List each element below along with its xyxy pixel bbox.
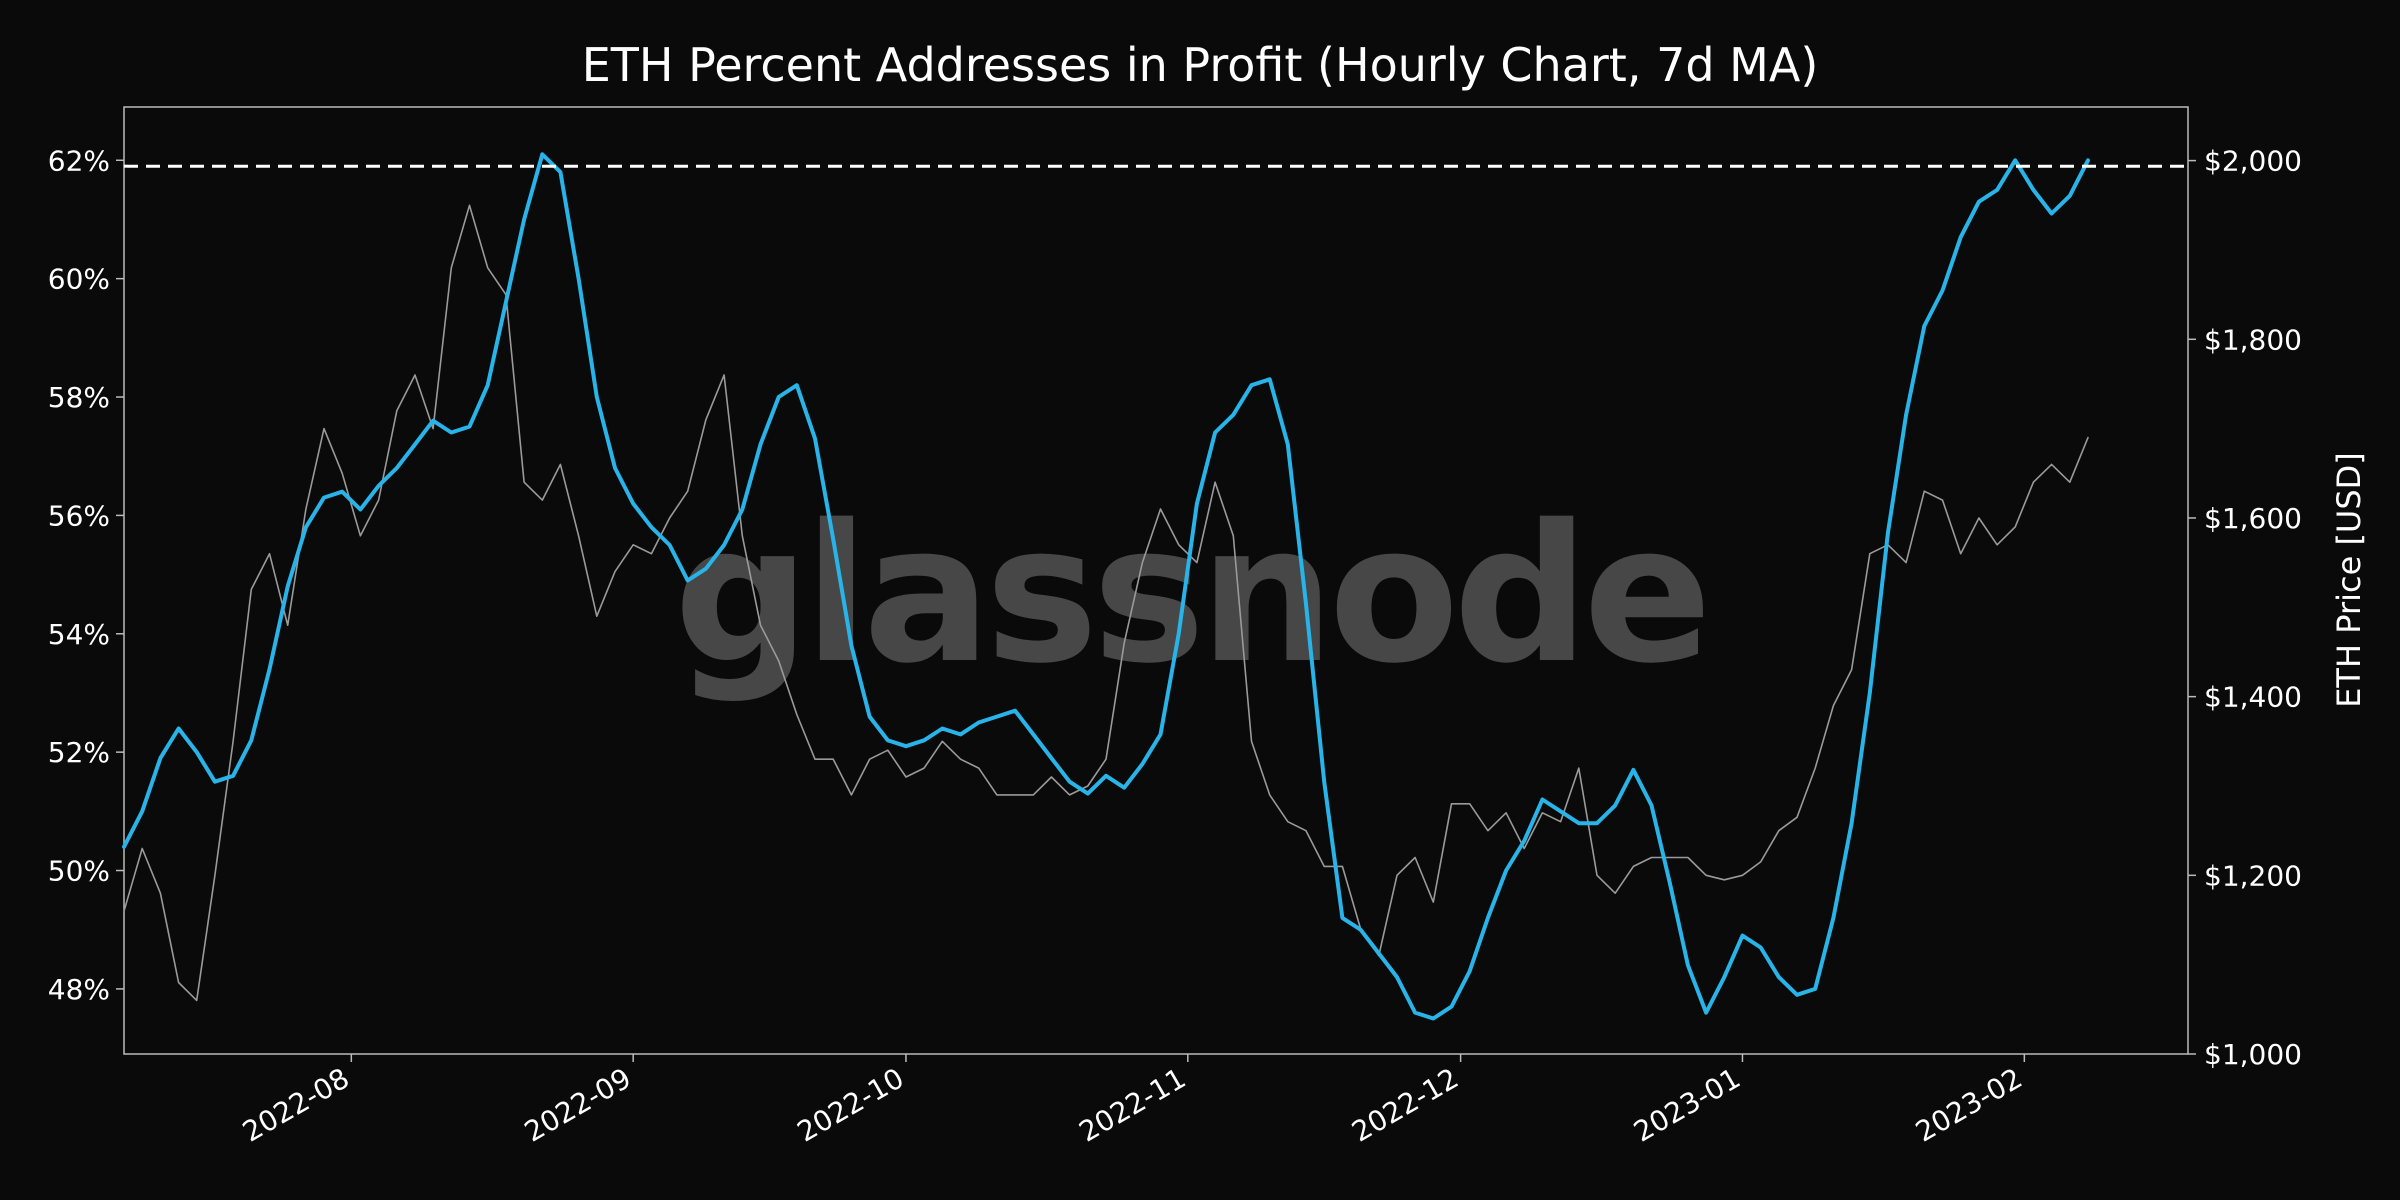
- left-tick-label: 48%: [48, 973, 110, 1006]
- plot-frame: [123, 106, 2189, 1055]
- metric-series: [122, 152, 2090, 1021]
- left-tick-label: 52%: [48, 736, 110, 769]
- price-series: [123, 204, 2089, 1002]
- chart-title: ETH Percent Addresses in Profit (Hourly …: [582, 38, 1819, 92]
- left-tick-label: 50%: [48, 855, 110, 888]
- left-tick-label: 62%: [48, 144, 110, 177]
- right-axis-label: ETH Price [USD]: [2330, 452, 2368, 708]
- right-axis: $1,000 $1,200 $1,400 $1,600 $1,800 $2,000: [2188, 145, 2302, 1071]
- left-tick-label: 56%: [48, 499, 110, 532]
- right-tick-label: $1,000: [2204, 1038, 2302, 1071]
- right-tick-label: $2,000: [2204, 145, 2302, 178]
- left-axis: 48% 50% 52% 54% 56% 58% 60% 62%: [48, 144, 124, 1006]
- left-tick-label: 54%: [48, 618, 110, 651]
- right-tick-label: $1,800: [2204, 323, 2302, 356]
- right-tick-label: $1,200: [2204, 859, 2302, 892]
- left-tick-label: 58%: [48, 381, 110, 414]
- left-tick-label: 60%: [48, 263, 110, 296]
- series-line-percent-in-profit: [122, 152, 2090, 1021]
- right-tick-label: $1,400: [2204, 681, 2302, 714]
- right-tick-label: $1,600: [2204, 502, 2302, 535]
- series-line-eth-price: [123, 204, 2089, 1002]
